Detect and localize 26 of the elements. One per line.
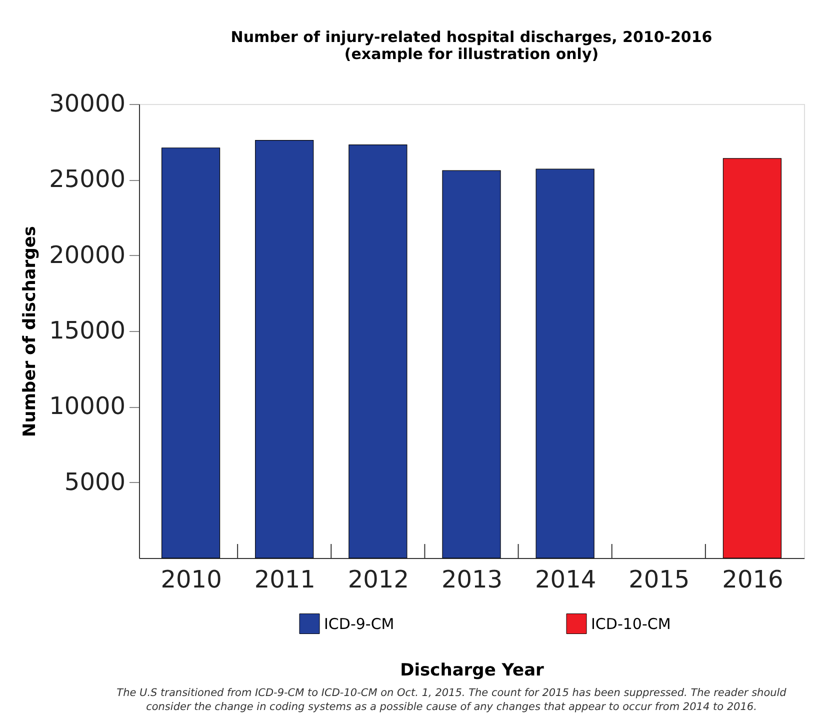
- x-tick-label: 2013: [441, 566, 503, 594]
- x-tick-label: 2016: [722, 566, 784, 594]
- y-tick-label: 5000: [64, 468, 126, 496]
- chart-title: Number of injury-related hospital discharges, 2010-2016: [230, 28, 712, 46]
- chart-subtitle: (example for illustration only): [344, 45, 599, 63]
- x-tick-label: 2014: [535, 566, 596, 594]
- bar: [722, 158, 782, 558]
- y-tick-label: 10000: [49, 392, 126, 420]
- x-tick-label: 2011: [254, 566, 316, 594]
- bar: [255, 140, 314, 558]
- bar: [442, 170, 501, 558]
- legend-label: ICD-10-CM: [591, 614, 671, 633]
- x-tick-label: 2012: [348, 566, 409, 594]
- legend-label: ICD-9-CM: [324, 614, 394, 633]
- y-tick-label: 15000: [49, 316, 126, 344]
- x-tick-label: 2015: [628, 566, 690, 594]
- x-tick-label: 2010: [160, 566, 222, 594]
- y-axis-title: Number of discharges: [20, 226, 40, 438]
- y-tick-label: 30000: [49, 90, 126, 118]
- bar: [536, 168, 594, 558]
- text: The U.S transitioned from ICD-9-CM to ICD-10-CM on Oct. 1, 2015. The count for 2015 has been suppressed. The reader should consider the change in coding systems as a possible cause of any changes that appear to occur from 2014 to 2016.: [116, 687, 787, 713]
- y-tick-label: 25000: [49, 165, 126, 194]
- bar: [161, 148, 220, 558]
- y-tick-label: 20000: [49, 240, 126, 269]
- bar: [348, 144, 408, 558]
- x-axis-title: Discharge Year: [400, 660, 545, 680]
